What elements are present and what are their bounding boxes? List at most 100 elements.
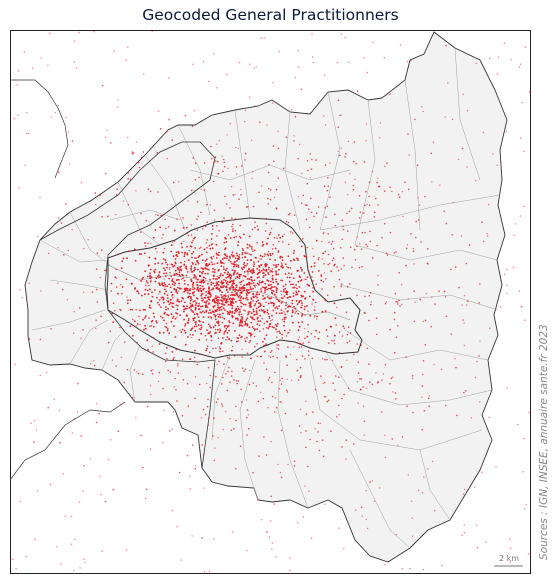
gp-point bbox=[217, 302, 219, 305]
gp-point bbox=[271, 277, 274, 280]
gp-point bbox=[168, 77, 170, 79]
gp-point bbox=[182, 379, 185, 381]
gp-point bbox=[308, 284, 310, 287]
gp-point bbox=[506, 268, 508, 271]
gp-point bbox=[251, 228, 254, 231]
gp-point bbox=[192, 281, 195, 284]
gp-point bbox=[235, 300, 237, 303]
gp-point bbox=[412, 377, 414, 380]
gp-point bbox=[164, 283, 167, 286]
gp-point bbox=[194, 162, 197, 164]
gp-point bbox=[225, 327, 228, 330]
gp-point bbox=[303, 328, 306, 330]
gp-point bbox=[262, 298, 264, 300]
gp-point bbox=[289, 296, 292, 298]
gp-point bbox=[259, 330, 261, 333]
gp-point bbox=[271, 314, 273, 317]
gp-point bbox=[57, 104, 59, 107]
gp-point bbox=[140, 231, 142, 233]
gp-point bbox=[362, 405, 365, 407]
gp-point bbox=[255, 257, 258, 259]
gp-point bbox=[214, 324, 217, 327]
gp-point bbox=[339, 114, 341, 117]
gp-point bbox=[271, 286, 274, 288]
gp-point bbox=[218, 299, 220, 301]
gp-point bbox=[159, 306, 162, 308]
gp-point bbox=[233, 265, 235, 268]
gp-point bbox=[314, 314, 316, 317]
gp-point bbox=[176, 365, 179, 367]
gp-point bbox=[365, 243, 367, 246]
gp-point bbox=[297, 312, 300, 315]
gp-point bbox=[216, 299, 219, 301]
gp-point bbox=[434, 303, 436, 305]
gp-point bbox=[228, 259, 230, 262]
gp-point bbox=[401, 436, 404, 438]
gp-point bbox=[257, 306, 260, 309]
gp-point bbox=[268, 317, 271, 320]
gp-point bbox=[173, 274, 176, 277]
gp-point bbox=[234, 257, 237, 259]
gp-point bbox=[421, 492, 424, 494]
gp-point bbox=[377, 274, 379, 277]
gp-point bbox=[360, 506, 363, 509]
gp-point bbox=[339, 247, 342, 249]
gp-point bbox=[523, 437, 525, 440]
gp-point bbox=[357, 402, 359, 404]
gp-point bbox=[208, 351, 211, 354]
gp-point bbox=[349, 332, 352, 334]
gp-point bbox=[280, 429, 283, 432]
gp-point bbox=[300, 279, 303, 281]
gp-point bbox=[224, 324, 226, 327]
gp-point bbox=[145, 284, 147, 287]
gp-point bbox=[362, 386, 364, 388]
gp-point bbox=[186, 253, 189, 256]
gp-point bbox=[114, 276, 117, 279]
gp-point bbox=[231, 531, 234, 533]
gp-point bbox=[205, 302, 208, 304]
gp-point bbox=[161, 282, 164, 284]
gp-point bbox=[232, 279, 235, 282]
gp-point bbox=[377, 204, 379, 206]
gp-point bbox=[248, 63, 251, 65]
gp-point bbox=[191, 535, 193, 537]
gp-point bbox=[369, 230, 371, 233]
gp-point bbox=[368, 195, 370, 198]
gp-point bbox=[227, 291, 229, 293]
gp-point bbox=[229, 123, 231, 125]
gp-point bbox=[253, 304, 256, 307]
gp-point bbox=[115, 286, 118, 288]
gp-point bbox=[154, 289, 156, 291]
gp-point bbox=[163, 278, 165, 280]
gp-point bbox=[221, 350, 224, 353]
gp-point bbox=[127, 172, 129, 174]
gp-point bbox=[234, 229, 237, 232]
gp-point bbox=[158, 276, 160, 279]
gp-point bbox=[231, 262, 233, 265]
gp-point bbox=[303, 290, 306, 293]
gp-point bbox=[265, 454, 268, 456]
gp-point bbox=[143, 328, 145, 331]
gp-point bbox=[525, 503, 527, 506]
gp-point bbox=[219, 274, 222, 277]
gp-point bbox=[246, 259, 249, 261]
gp-point bbox=[96, 252, 99, 254]
gp-point bbox=[283, 320, 286, 323]
gp-point bbox=[189, 475, 191, 478]
gp-point bbox=[135, 416, 137, 419]
gp-point bbox=[340, 147, 342, 149]
gp-point bbox=[115, 214, 117, 216]
gp-point bbox=[71, 140, 74, 142]
gp-point bbox=[246, 336, 248, 339]
gp-point bbox=[238, 235, 241, 238]
gp-point bbox=[226, 203, 228, 205]
gp-point bbox=[252, 205, 255, 208]
gp-point bbox=[274, 307, 276, 309]
gp-point bbox=[152, 337, 155, 339]
gp-point bbox=[82, 329, 84, 331]
gp-point bbox=[275, 278, 277, 281]
gp-point bbox=[317, 422, 320, 424]
gp-point bbox=[237, 340, 239, 342]
gp-point bbox=[194, 263, 197, 266]
gp-point bbox=[240, 194, 242, 196]
